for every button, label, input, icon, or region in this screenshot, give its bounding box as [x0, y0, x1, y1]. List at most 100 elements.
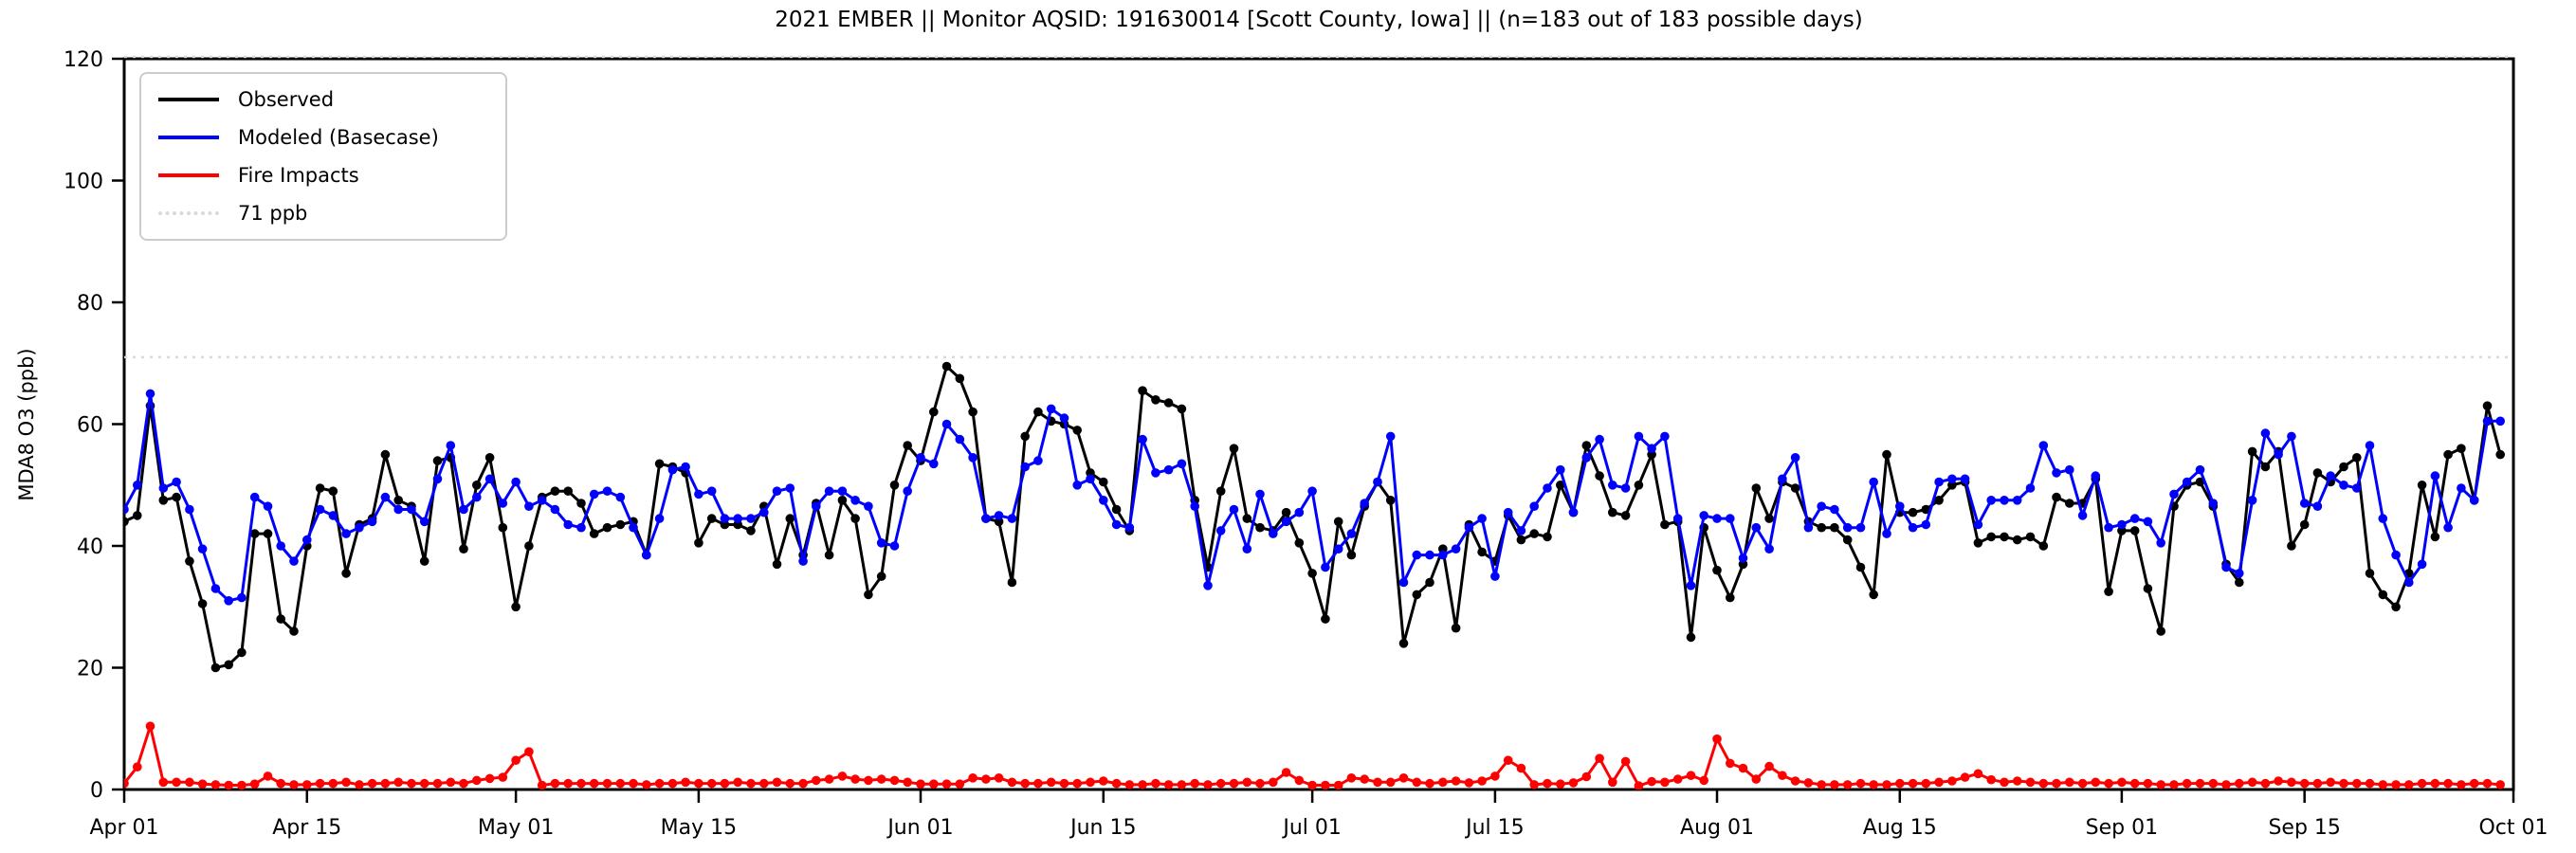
modeled-series-marker — [224, 596, 233, 606]
modeled-series-marker — [133, 481, 142, 490]
observed-series-marker — [1921, 504, 1931, 515]
observed-line-sample — [158, 98, 219, 101]
modeled-series-marker — [2000, 496, 2009, 505]
modeled-series-marker — [2182, 477, 2192, 487]
fire-impacts-series-marker — [2169, 780, 2179, 789]
fire-impacts-series-marker — [929, 779, 939, 789]
observed-series-marker — [1581, 441, 1592, 450]
modeled-series-marker — [1281, 517, 1291, 527]
fire-impacts-series-marker — [642, 780, 651, 789]
fire-impacts-series-marker — [249, 779, 260, 789]
fire-impacts-series-marker — [903, 777, 912, 788]
modeled-series-marker — [2143, 517, 2153, 527]
observed-series-marker — [224, 660, 233, 670]
modeled-series-marker — [2352, 483, 2362, 493]
fire-impacts-series-marker — [1451, 776, 1461, 786]
modeled-series-marker — [2025, 483, 2036, 493]
fire-impacts-series-marker — [1882, 780, 1891, 789]
fire-impacts-series-marker — [1269, 777, 1278, 788]
modeled-series-marker — [1425, 550, 1434, 560]
fire-impacts-series-marker — [446, 777, 456, 788]
observed-series-marker — [1412, 590, 1422, 600]
modeled-series-marker — [1215, 526, 1226, 535]
observed-series-marker — [1138, 386, 1147, 396]
observed-series-marker — [197, 599, 208, 608]
fire-impacts-series-marker — [484, 773, 495, 784]
modeled-series-marker — [1242, 544, 1252, 554]
modeled-series-marker — [2339, 481, 2348, 490]
fire-impacts-series-marker — [367, 778, 377, 789]
fire-impacts-series-marker — [1529, 780, 1539, 789]
fire-impacts-series-marker — [654, 778, 665, 789]
fire-impacts-series-marker — [263, 771, 273, 781]
modeled-series-marker — [720, 514, 730, 523]
modeled-series-marker — [263, 501, 273, 511]
observed-series-marker — [1451, 623, 1461, 633]
fire-impacts-series-marker — [124, 778, 129, 789]
observed-series-marker — [2443, 449, 2453, 460]
fire-impacts-series-marker — [941, 779, 952, 789]
fire-impacts-series-marker — [1215, 778, 1226, 789]
observed-series-marker — [746, 526, 756, 535]
x-tick-label: May 01 — [478, 816, 554, 840]
fire-impacts-series-marker — [1672, 774, 1683, 784]
fire-impacts-series-marker — [1817, 780, 1826, 789]
fire-impacts-series-marker — [1281, 768, 1291, 777]
observed-series-marker — [472, 481, 482, 490]
observed-series-marker — [2495, 449, 2505, 460]
fire-impacts-series-marker — [1855, 778, 1866, 789]
modeled-series-marker — [1960, 474, 1970, 484]
modeled-series-marker — [812, 501, 821, 511]
observed-series-marker — [484, 453, 495, 463]
modeled-series-marker — [1451, 544, 1461, 554]
observed-series-marker — [1163, 398, 1174, 408]
fire-impacts-series-marker — [1099, 776, 1108, 786]
observed-series-marker — [1215, 486, 1226, 496]
modeled-series-marker — [302, 535, 312, 545]
x-tick-label: Jun 01 — [886, 816, 953, 840]
fire-impacts-series-marker — [1543, 778, 1552, 789]
observed-series-marker — [903, 441, 912, 450]
modeled-series-marker — [1086, 474, 1095, 484]
observed-series-marker — [2052, 492, 2061, 502]
observed-series-marker — [1307, 569, 1317, 578]
fire-impacts-series-marker — [276, 778, 286, 789]
modeled-series-marker — [1373, 477, 1382, 487]
fire-impacts-series-marker — [2208, 778, 2219, 789]
observed-series-marker — [929, 407, 939, 417]
observed-series-marker — [1908, 507, 1918, 517]
fire-impacts-series-marker — [576, 778, 586, 789]
modeled-series-marker — [1033, 456, 1043, 465]
modeled-series-marker — [694, 489, 703, 499]
observed-series-marker — [1321, 614, 1330, 624]
fire-impacts-series-marker — [2077, 778, 2088, 789]
observed-series-marker — [210, 662, 221, 673]
modeled-series-marker — [1138, 434, 1147, 445]
observed-series-marker — [133, 511, 142, 520]
modeled-series-marker — [2156, 538, 2165, 548]
fire-impacts-series-marker — [2091, 777, 2101, 788]
modeled-series-marker — [1620, 483, 1631, 493]
modeled-series-marker — [798, 556, 808, 566]
modeled-series-marker — [1908, 522, 1918, 533]
observed-series-marker — [785, 514, 795, 523]
observed-series-marker — [2417, 481, 2427, 490]
fire-impacts-series-marker — [2312, 778, 2323, 789]
fire-impacts-series-marker — [2065, 777, 2074, 788]
observed-series-marker — [563, 486, 573, 496]
modeled-series-marker — [2117, 519, 2127, 530]
modeled-series-marker — [968, 453, 977, 463]
fire-impacts-series-marker — [2287, 777, 2296, 788]
modeled-series-marker — [419, 517, 429, 527]
observed-series-marker — [1660, 519, 1670, 530]
modeled-series-marker — [1229, 504, 1239, 515]
modeled-series-marker — [1464, 522, 1474, 533]
observed-series-marker — [2012, 535, 2022, 545]
observed-series-marker — [511, 602, 521, 612]
modeled-series-marker — [994, 511, 1004, 520]
fire-impacts-series-marker — [1307, 780, 1317, 789]
fire-impacts-series-marker — [2443, 778, 2453, 789]
modeled-series-marker — [1046, 404, 1056, 414]
observed-series-marker — [1620, 511, 1631, 520]
modeled-series-marker — [1634, 431, 1644, 442]
